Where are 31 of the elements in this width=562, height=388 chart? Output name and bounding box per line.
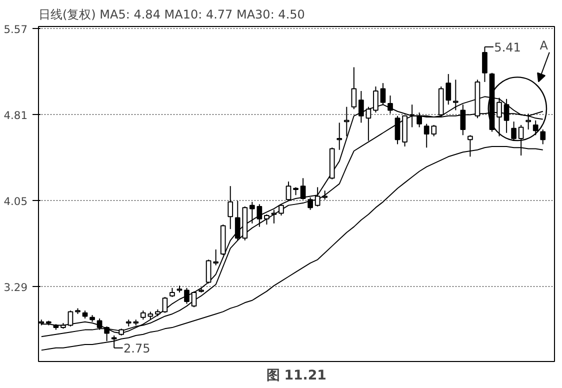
candlestick: [96, 318, 102, 330]
candlestick: [278, 204, 284, 216]
candlestick: [300, 178, 306, 200]
candlestick: [336, 122, 342, 150]
y-tick-label: 5.57: [4, 22, 28, 36]
annotation: 2.75: [124, 341, 150, 356]
candlestick: [249, 201, 255, 224]
caption: 图 11.21: [266, 368, 326, 384]
candlestick: [206, 259, 212, 284]
candlestick: [394, 115, 400, 145]
candlestick: [68, 310, 74, 327]
candlestick: [344, 106, 350, 137]
candlestick: [191, 290, 197, 308]
chart-title: 日线(复权) MA5: 4.84 MA10: 4.77 MA30: 4.50: [38, 8, 305, 22]
candlestick: [264, 214, 270, 226]
candlestick: [228, 186, 234, 230]
y-tick-label: 3.29: [4, 280, 28, 294]
candlestick: [170, 287, 175, 298]
candlestick: [256, 204, 262, 228]
candlestick: [308, 196, 313, 210]
annotation: A: [540, 38, 549, 52]
y-tick-label: 4.05: [4, 194, 28, 208]
candlestick: [213, 248, 219, 266]
candlestick: [162, 296, 168, 314]
annotation: 5.41: [494, 40, 521, 54]
candlestick: [286, 181, 292, 202]
candlestick: [184, 287, 190, 304]
candlestick: [532, 120, 538, 136]
y-tick-label: 4.81: [4, 108, 28, 122]
candlestick: [351, 66, 357, 110]
candlestick: [271, 209, 277, 224]
